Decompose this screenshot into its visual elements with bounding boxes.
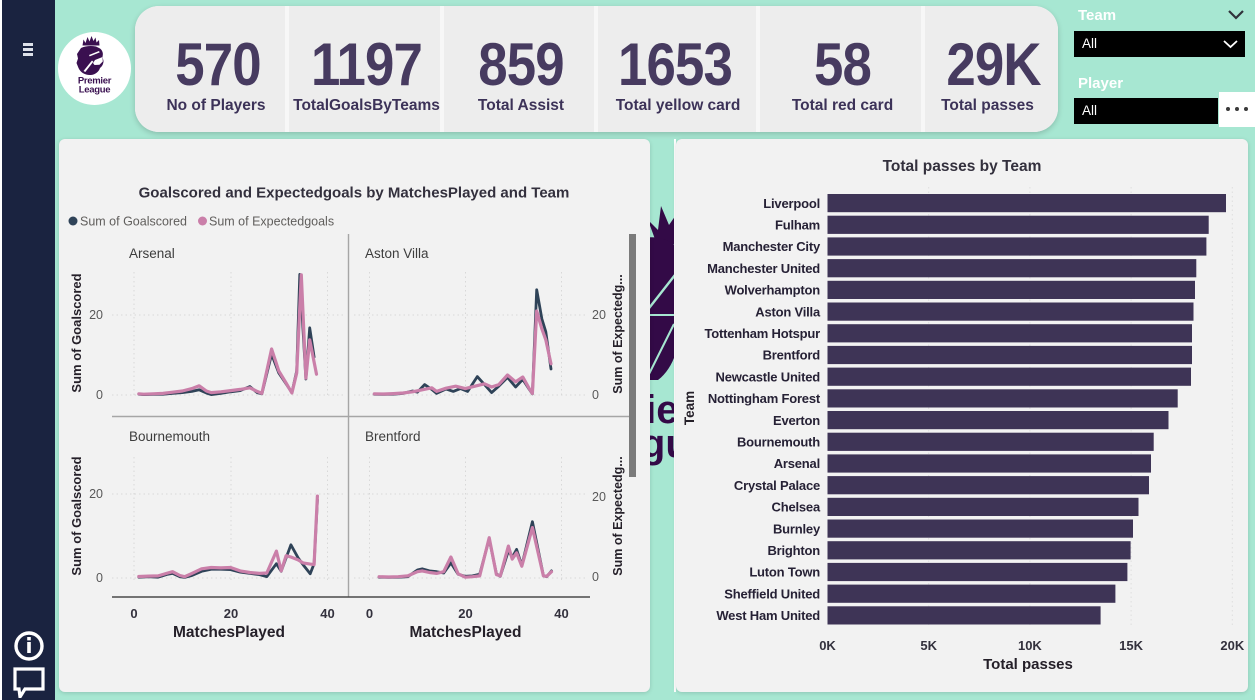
svg-text:Newcastle United: Newcastle United [716, 369, 821, 384]
svg-text:Crystal Palace: Crystal Palace [734, 478, 820, 493]
svg-text:West Ham United: West Ham United [716, 608, 820, 623]
svg-text:Total passes: Total passes [983, 656, 1073, 673]
svg-text:Wolverhampton: Wolverhampton [725, 283, 821, 298]
svg-text:Goalscored and Expectedgoals b: Goalscored and Expectedgoals by MatchesP… [139, 185, 570, 202]
svg-text:League: League [79, 85, 110, 96]
svg-text:Everton: Everton [773, 413, 820, 428]
svg-text:0: 0 [592, 570, 599, 584]
svg-text:Manchester United: Manchester United [707, 261, 820, 276]
svg-text:Sum of Expectedgoals: Sum of Expectedgoals [209, 215, 334, 229]
svg-text:Aston Villa: Aston Villa [755, 304, 821, 319]
svg-text:Arsenal: Arsenal [129, 246, 175, 261]
svg-text:Arsenal: Arsenal [774, 456, 820, 471]
svg-text:MatchesPlayed: MatchesPlayed [173, 624, 285, 641]
svg-text:20: 20 [89, 308, 103, 322]
svg-text:0: 0 [96, 388, 103, 402]
svg-text:Sum of Expectedg...: Sum of Expectedg... [611, 456, 625, 575]
svg-text:20: 20 [458, 606, 472, 621]
svg-text:20: 20 [592, 490, 606, 504]
svg-text:Chelsea: Chelsea [772, 500, 821, 515]
svg-text:Total passes by Team: Total passes by Team [883, 158, 1042, 175]
svg-text:15K: 15K [1119, 638, 1143, 653]
svg-text:20: 20 [224, 606, 238, 621]
svg-text:Nottingham Forest: Nottingham Forest [708, 391, 821, 406]
svg-text:Liverpool: Liverpool [763, 196, 820, 211]
svg-text:10K: 10K [1018, 638, 1042, 653]
svg-text:Bournemouth: Bournemouth [737, 435, 820, 450]
svg-text:Sum of Goalscored: Sum of Goalscored [69, 456, 84, 575]
svg-text:Fulham: Fulham [775, 218, 820, 233]
svg-text:20: 20 [592, 308, 606, 322]
svg-text:5K: 5K [920, 638, 937, 653]
svg-text:Team: Team [682, 391, 697, 425]
svg-text:40: 40 [554, 606, 568, 621]
svg-text:Burnley: Burnley [773, 521, 821, 536]
svg-text:Brentford: Brentford [365, 429, 421, 444]
svg-text:Manchester City: Manchester City [723, 239, 821, 254]
svg-text:MatchesPlayed: MatchesPlayed [410, 624, 522, 641]
svg-text:40: 40 [320, 606, 334, 621]
svg-text:Sheffield United: Sheffield United [724, 586, 820, 601]
svg-text:0: 0 [366, 606, 373, 621]
svg-text:0: 0 [130, 606, 137, 621]
svg-text:Aston Villa: Aston Villa [365, 246, 429, 261]
svg-text:20K: 20K [1220, 638, 1244, 653]
svg-text:Sum of Goalscored: Sum of Goalscored [80, 215, 187, 229]
svg-text:20: 20 [89, 487, 103, 501]
svg-text:Brentford: Brentford [763, 348, 821, 363]
svg-text:Sum of Goalscored: Sum of Goalscored [69, 273, 84, 392]
svg-text:Bournemouth: Bournemouth [129, 429, 210, 444]
svg-text:Luton Town: Luton Town [749, 565, 820, 580]
svg-text:Sum of Expectedg...: Sum of Expectedg... [611, 274, 625, 393]
svg-text:0: 0 [592, 388, 599, 402]
svg-text:0K: 0K [819, 638, 836, 653]
svg-text:0: 0 [96, 571, 103, 585]
svg-text:Brighton: Brighton [767, 543, 820, 558]
svg-text:Tottenham Hotspur: Tottenham Hotspur [704, 326, 820, 341]
svg-text:Premier: Premier [78, 76, 112, 87]
